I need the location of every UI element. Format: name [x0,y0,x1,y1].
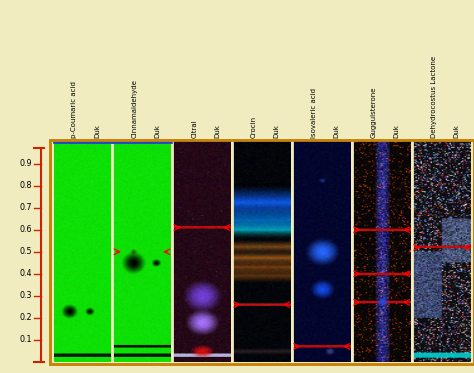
Text: 0.9: 0.9 [19,159,32,168]
Text: p-Coumaric acid: p-Coumaric acid [71,81,77,138]
Text: Crocin: Crocin [251,116,257,138]
Text: 0.4: 0.4 [19,269,32,278]
Text: Guggulsterone: Guggulsterone [371,87,377,138]
Text: Citral: Citral [191,119,197,138]
Text: 0.8: 0.8 [19,181,32,190]
Text: 0.2: 0.2 [19,313,32,322]
Bar [50,140,474,364]
Text: 0.6: 0.6 [19,225,32,234]
Text: Dehydrocostus Lactone: Dehydrocostus Lactone [431,56,437,138]
Text: Duk: Duk [154,124,160,138]
Text: 0.1: 0.1 [19,335,32,344]
Bar [50,140,474,364]
Text: Isovaleric acid: Isovaleric acid [311,88,317,138]
Text: Duk: Duk [334,124,340,138]
Text: 0.7: 0.7 [19,203,32,212]
Text: 0.5: 0.5 [19,247,32,256]
Text: Duk: Duk [94,124,100,138]
Text: 0.3: 0.3 [19,291,32,300]
Text: Cinnamaldehyde: Cinnamaldehyde [131,79,137,138]
Text: Duk: Duk [274,124,280,138]
Text: Duk: Duk [394,124,400,138]
Text: Duk: Duk [214,124,220,138]
Text: Duk: Duk [454,124,460,138]
